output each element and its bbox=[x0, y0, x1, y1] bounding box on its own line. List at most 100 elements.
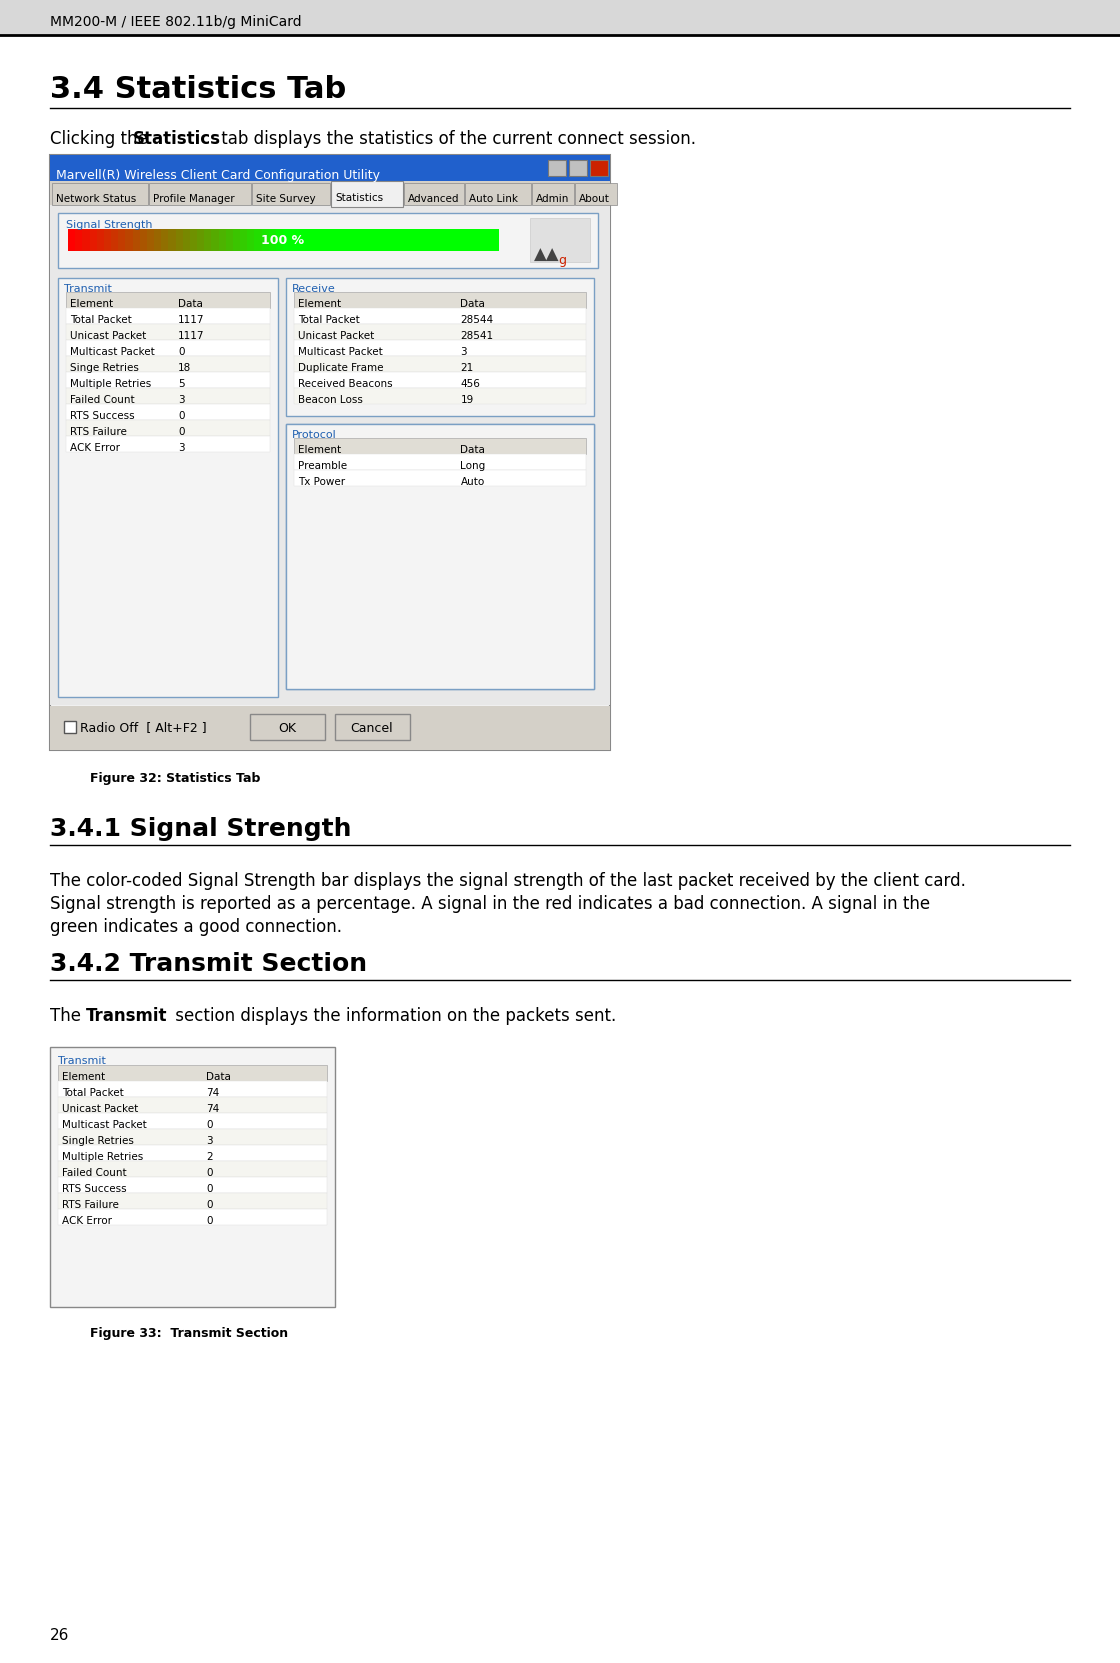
Bar bbox=[90, 229, 97, 251]
Text: Singe Retries: Singe Retries bbox=[69, 363, 139, 373]
Text: 0: 0 bbox=[206, 1167, 213, 1177]
Bar bbox=[569, 160, 587, 176]
Bar bbox=[58, 1129, 327, 1146]
Text: Data: Data bbox=[460, 299, 485, 309]
Bar bbox=[58, 278, 278, 697]
Text: 1117: 1117 bbox=[178, 331, 205, 341]
Text: Cancel: Cancel bbox=[351, 722, 393, 735]
Text: 3: 3 bbox=[178, 396, 185, 406]
Bar bbox=[52, 183, 148, 205]
Text: Statistics: Statistics bbox=[335, 193, 383, 203]
Text: 74: 74 bbox=[206, 1088, 220, 1098]
Text: 0: 0 bbox=[206, 1201, 213, 1211]
Bar bbox=[58, 1081, 327, 1098]
Text: Multiple Retries: Multiple Retries bbox=[69, 379, 151, 389]
Text: 0: 0 bbox=[178, 427, 185, 437]
Bar bbox=[58, 1064, 327, 1081]
Text: 3.4.1 Signal Strength: 3.4.1 Signal Strength bbox=[50, 817, 352, 841]
Bar bbox=[476, 229, 485, 251]
Bar bbox=[66, 308, 270, 324]
Bar bbox=[176, 229, 184, 251]
Text: Transmit: Transmit bbox=[64, 284, 112, 294]
Text: Statistics: Statistics bbox=[133, 130, 221, 148]
Bar bbox=[332, 181, 403, 206]
Text: Advanced: Advanced bbox=[408, 195, 459, 205]
Bar bbox=[311, 229, 320, 251]
Bar bbox=[119, 229, 127, 251]
Text: Element: Element bbox=[298, 299, 342, 309]
Text: Multicast Packet: Multicast Packet bbox=[298, 348, 383, 358]
Text: Preamble: Preamble bbox=[298, 461, 347, 471]
Text: Protocol: Protocol bbox=[292, 431, 337, 441]
Text: 0: 0 bbox=[206, 1184, 213, 1194]
Text: RTS Success: RTS Success bbox=[62, 1184, 127, 1194]
Text: 3.4.2 Transmit Section: 3.4.2 Transmit Section bbox=[50, 951, 367, 976]
Bar bbox=[83, 229, 91, 251]
Bar bbox=[147, 229, 155, 251]
Text: Element: Element bbox=[298, 446, 342, 456]
Bar bbox=[66, 421, 270, 436]
Bar bbox=[293, 356, 586, 373]
Text: Tx Power: Tx Power bbox=[298, 477, 345, 487]
Bar bbox=[293, 437, 586, 454]
Bar bbox=[233, 229, 241, 251]
Bar bbox=[50, 155, 610, 750]
Bar bbox=[252, 183, 330, 205]
Bar bbox=[293, 373, 586, 387]
Bar bbox=[50, 155, 610, 181]
Bar bbox=[50, 707, 610, 750]
Bar bbox=[419, 229, 428, 251]
Bar bbox=[335, 713, 410, 740]
Bar bbox=[368, 229, 377, 251]
Text: ACK Error: ACK Error bbox=[62, 1216, 112, 1226]
Bar bbox=[469, 229, 477, 251]
Text: 456: 456 bbox=[460, 379, 480, 389]
Bar bbox=[104, 229, 112, 251]
Text: 3: 3 bbox=[460, 348, 467, 358]
Text: tab displays the statistics of the current connect session.: tab displays the statistics of the curre… bbox=[216, 130, 696, 148]
Text: Unicast Packet: Unicast Packet bbox=[298, 331, 374, 341]
Bar bbox=[404, 183, 464, 205]
Bar bbox=[448, 229, 456, 251]
Bar bbox=[293, 339, 586, 356]
Bar bbox=[347, 229, 356, 251]
Text: Data: Data bbox=[206, 1073, 231, 1083]
Text: Auto: Auto bbox=[460, 477, 485, 487]
Bar bbox=[254, 229, 262, 251]
Text: Total Packet: Total Packet bbox=[298, 314, 360, 324]
Bar bbox=[319, 229, 327, 251]
Bar bbox=[58, 1161, 327, 1177]
Bar bbox=[283, 229, 291, 251]
Text: Figure 33:  Transmit Section: Figure 33: Transmit Section bbox=[90, 1327, 288, 1340]
Text: Multicast Packet: Multicast Packet bbox=[69, 348, 155, 358]
Bar bbox=[183, 229, 190, 251]
Text: The: The bbox=[50, 1008, 86, 1024]
Bar bbox=[590, 160, 608, 176]
Text: Radio Off  [ Alt+F2 ]: Radio Off [ Alt+F2 ] bbox=[80, 722, 206, 735]
Text: 3.4 Statistics Tab: 3.4 Statistics Tab bbox=[50, 75, 346, 105]
Bar bbox=[58, 213, 598, 268]
Bar bbox=[50, 205, 610, 705]
Bar bbox=[168, 229, 177, 251]
Bar bbox=[293, 308, 586, 324]
Text: Clicking the: Clicking the bbox=[50, 130, 153, 148]
Bar bbox=[197, 229, 205, 251]
Bar bbox=[189, 229, 198, 251]
Bar bbox=[290, 229, 298, 251]
Bar bbox=[286, 424, 594, 688]
Text: Profile Manager: Profile Manager bbox=[153, 195, 234, 205]
Bar bbox=[66, 324, 270, 339]
Text: 0: 0 bbox=[206, 1216, 213, 1226]
Bar bbox=[575, 183, 617, 205]
Bar bbox=[340, 229, 348, 251]
Text: 5: 5 bbox=[178, 379, 185, 389]
Bar bbox=[64, 722, 76, 733]
Text: The color-coded Signal Strength bar displays the signal strength of the last pac: The color-coded Signal Strength bar disp… bbox=[50, 871, 965, 890]
Text: ACK Error: ACK Error bbox=[69, 442, 120, 452]
Bar bbox=[362, 229, 370, 251]
Text: 3: 3 bbox=[178, 442, 185, 452]
Bar bbox=[293, 454, 586, 471]
Bar bbox=[66, 436, 270, 452]
Text: About: About bbox=[579, 195, 610, 205]
Bar bbox=[305, 229, 312, 251]
